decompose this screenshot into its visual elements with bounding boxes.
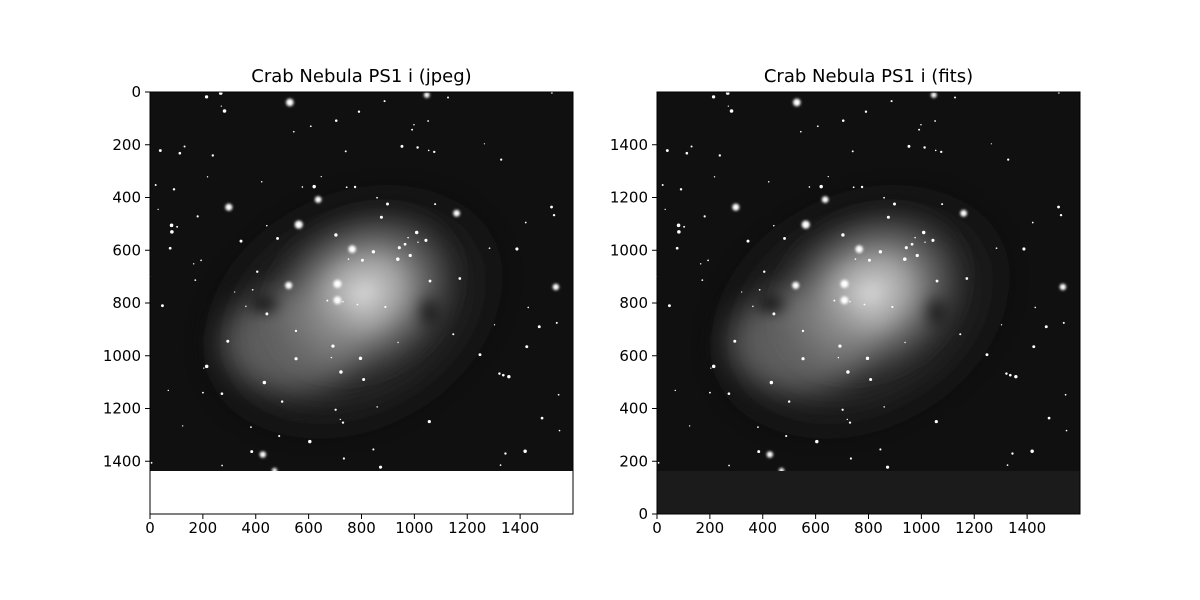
panel-2: Crab Nebula PS1 i (fits) 0 200 400 600 800 100…	[610, 66, 1081, 537]
y-tick-label: 1400	[610, 136, 648, 154]
panel-1: Crab Nebula PS1 i (jpeg) 0 200 400 600 800 100…	[103, 66, 574, 537]
panel-title: Crab Nebula PS1 i (fits)	[764, 66, 973, 87]
x-tick-label: 1200	[448, 519, 486, 537]
y-tick-label: 600	[112, 241, 141, 259]
x-tick-label: 1400	[1008, 519, 1046, 537]
stars	[657, 92, 1068, 471]
x-tick-label: 600	[801, 519, 830, 537]
y-tick-label: 1000	[103, 347, 141, 365]
y-tick-label: 800	[112, 294, 141, 312]
y-tick-label: 1200	[610, 189, 648, 207]
nebula-image	[657, 92, 1080, 471]
stars	[150, 92, 561, 471]
nebula-image	[150, 92, 573, 471]
y-tick-label: 200	[619, 452, 648, 470]
x-tick-label: 1000	[902, 519, 940, 537]
blank-band	[657, 471, 1080, 514]
x-tick-label: 800	[854, 519, 883, 537]
x-tick-label: 1000	[395, 519, 433, 537]
y-tick-label: 1200	[103, 400, 141, 418]
x-tick-label: 800	[347, 519, 376, 537]
x-tick-label: 200	[696, 519, 725, 537]
y-tick-label: 600	[619, 347, 648, 365]
y-tick-label: 1000	[610, 241, 648, 259]
x-tick-label: 0	[145, 519, 155, 537]
x-tick-label: 600	[294, 519, 323, 537]
y-tick-label: 0	[131, 83, 141, 101]
x-tick-label: 400	[241, 519, 270, 537]
y-tick-label: 400	[619, 400, 648, 418]
y-tick-label: 1400	[103, 452, 141, 470]
x-tick-label: 400	[748, 519, 777, 537]
x-tick-label: 0	[652, 519, 662, 537]
blank-band	[150, 471, 573, 514]
y-tick-label: 800	[619, 294, 648, 312]
y-tick-label: 400	[112, 189, 141, 207]
y-tick-label: 0	[638, 505, 648, 523]
panel-title: Crab Nebula PS1 i (jpeg)	[251, 66, 471, 87]
x-tick-label: 1400	[501, 519, 539, 537]
y-tick-label: 200	[112, 136, 141, 154]
x-tick-label: 1200	[955, 519, 993, 537]
x-tick-label: 200	[189, 519, 218, 537]
